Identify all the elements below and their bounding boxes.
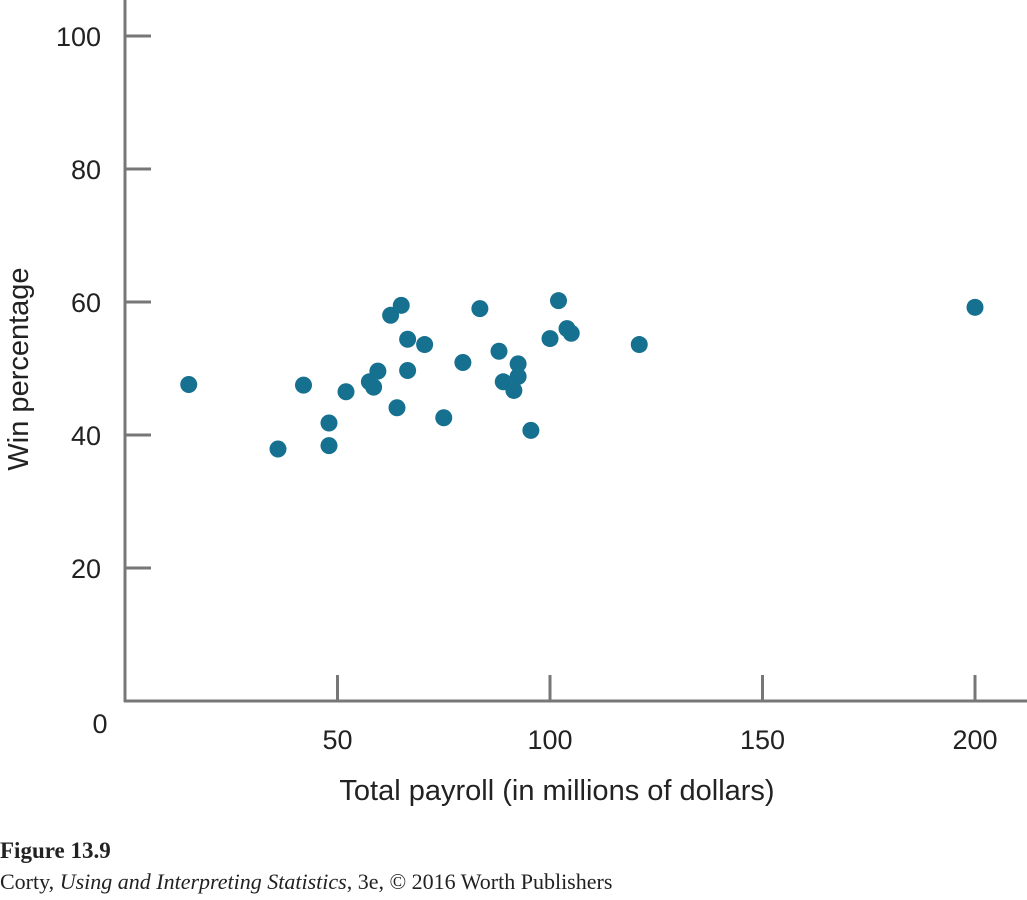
data-point-15: [416, 336, 434, 354]
data-point-10: [382, 306, 400, 324]
origin-label: 0: [92, 709, 107, 739]
data-point-9: [369, 362, 387, 380]
y-tick-label-40: 40: [71, 421, 101, 451]
data-point-22: [509, 367, 527, 385]
data-point-24: [522, 421, 540, 439]
data-point-11: [388, 399, 406, 417]
data-point-2: [269, 440, 287, 458]
y-tick-label-80: 80: [71, 155, 101, 185]
y-tick-label-60: 60: [71, 288, 101, 318]
data-point-26: [550, 292, 567, 310]
data-point-4: [320, 414, 338, 432]
x-tick-label-200: 200: [952, 725, 997, 755]
y-tick-label-100: 100: [56, 22, 101, 52]
y-axis-title: Win percentage: [3, 267, 35, 470]
data-point-17: [454, 354, 472, 372]
data-point-16: [435, 409, 453, 427]
data-points: [180, 292, 984, 458]
data-point-25: [541, 330, 559, 348]
figure-credit: Corty, Using and Interpreting Statistics…: [0, 869, 612, 895]
data-point-29: [630, 336, 648, 354]
x-axis-title: Total payroll (in millions of dollars): [339, 775, 774, 807]
credit-rest: , 3e, © 2016 Worth Publishers: [346, 869, 613, 894]
data-point-8: [365, 378, 383, 396]
data-point-13: [399, 330, 417, 348]
x-tick-label-150: 150: [740, 725, 785, 755]
scatter-chart: 50 100 150 200 20 40 60 80 100 0 Total payroll (i…: [3, 0, 1027, 807]
data-point-14: [399, 361, 417, 379]
x-tick-label-100: 100: [527, 725, 572, 755]
axis-ticks: 50 100 150 200 20 40 60 80 100 0: [56, 22, 998, 755]
data-point-19: [490, 342, 508, 360]
credit-author: Corty,: [0, 869, 60, 894]
credit-title: Using and Interpreting Statistics: [59, 869, 347, 894]
data-point-5: [320, 437, 338, 455]
data-point-23: [509, 355, 527, 373]
figure-label: Figure 13.9: [0, 838, 111, 863]
data-point-21: [505, 381, 523, 399]
data-point-12: [392, 296, 410, 314]
data-point-30: [966, 298, 984, 316]
x-tick-label-50: 50: [322, 725, 352, 755]
data-point-18: [471, 300, 489, 318]
data-point-28: [562, 324, 580, 342]
data-point-1: [180, 375, 198, 393]
data-point-3: [295, 376, 312, 394]
axes: [123, 0, 1027, 703]
data-point-6: [337, 383, 355, 401]
y-tick-label-20: 20: [71, 554, 101, 584]
